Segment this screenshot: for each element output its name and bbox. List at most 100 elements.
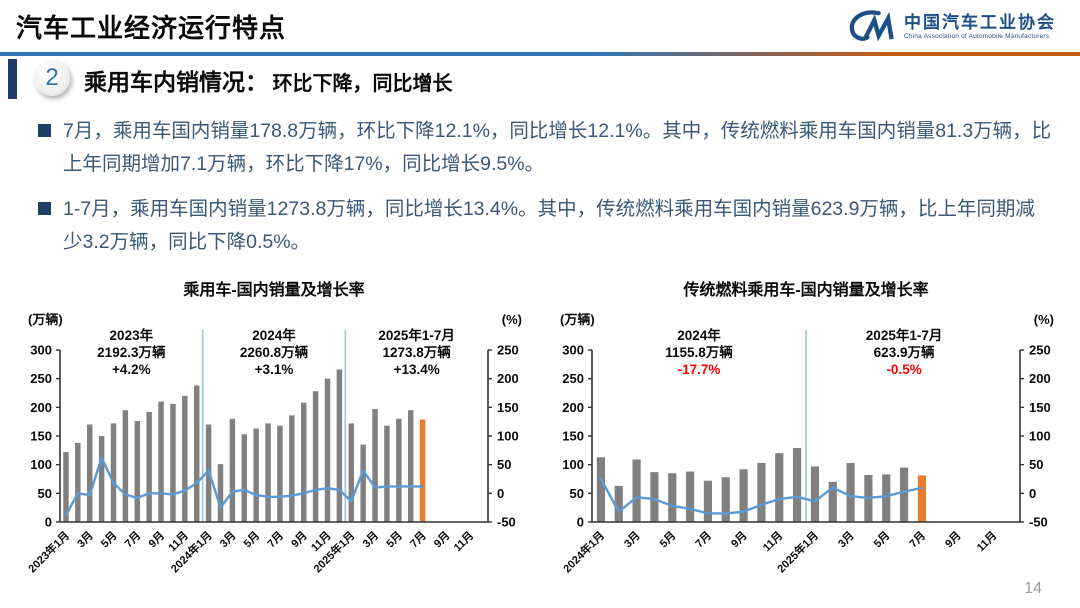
chart-traditional-fuel-cars: 传统燃料乘用车-国内销量及增长率 0 50 100 150 200 250 300 -50 0 5… [546, 272, 1066, 600]
svg-text:11月: 11月 [760, 528, 785, 553]
page-number: 14 [1024, 580, 1042, 597]
svg-text:2260.8万辆: 2260.8万辆 [240, 344, 309, 360]
svg-text:200: 200 [497, 371, 519, 386]
svg-text:5月: 5月 [871, 528, 892, 549]
svg-text:1273.8万辆: 1273.8万辆 [383, 344, 452, 360]
svg-text:0: 0 [497, 485, 504, 500]
svg-text:7月: 7月 [122, 528, 143, 549]
svg-text:250: 250 [497, 342, 519, 357]
svg-text:2024年1月: 2024年1月 [560, 528, 607, 575]
svg-text:1155.8万辆: 1155.8万辆 [665, 344, 733, 360]
svg-text:150: 150 [30, 428, 52, 443]
svg-text:150: 150 [1029, 399, 1051, 414]
section-heading: 乘用车内销情况： 环比下降，同比增长 [84, 63, 452, 97]
svg-text:7月: 7月 [407, 528, 428, 549]
svg-text:2025年1-7月: 2025年1-7月 [378, 327, 455, 343]
svg-text:200: 200 [30, 399, 52, 414]
svg-text:50: 50 [38, 485, 52, 500]
caam-logo-en: China Association of Automobile Manufact… [904, 32, 1050, 40]
chart-title: 乘用车-国内销量及增长率 [183, 281, 365, 299]
bullet-item: 1-7月，乘用车国内销量1273.8万辆，同比增长13.4%。其中，传统燃料乘用… [38, 193, 1054, 259]
passenger-car-sales-chart-svg: 0 50 100 150 200 250 300 -50 0 50 100 150 200 250 (万辆)… [25, 312, 522, 575]
svg-text:(万辆): (万辆) [560, 312, 595, 327]
svg-text:623.9万辆: 623.9万辆 [874, 344, 935, 360]
charts-row: 乘用车-国内销量及增长率 0 50 100 150 200 250 300 -50 0 50 100… [0, 272, 1080, 600]
svg-text:5月: 5月 [98, 528, 119, 549]
svg-text:250: 250 [1029, 342, 1051, 357]
svg-text:5月: 5月 [384, 528, 405, 549]
svg-text:3月: 3月 [217, 528, 238, 549]
chart-title: 传统燃料乘用车-国内销量及增长率 [683, 281, 929, 299]
svg-text:100: 100 [30, 457, 52, 472]
svg-text:2025年1-7月: 2025年1-7月 [866, 327, 943, 343]
svg-text:50: 50 [570, 485, 584, 500]
svg-text:5月: 5月 [657, 528, 678, 549]
bullet-text: 1-7月，乘用车国内销量1273.8万辆，同比增长13.4%。其中，传统燃料乘用… [63, 198, 1035, 254]
svg-text:3月: 3月 [360, 528, 381, 549]
svg-text:3月: 3月 [835, 528, 856, 549]
section-accent-bar [8, 59, 17, 99]
svg-text:9月: 9月 [728, 528, 749, 549]
svg-text:100: 100 [562, 457, 584, 472]
svg-text:(%): (%) [502, 312, 522, 327]
svg-text:300: 300 [30, 342, 52, 357]
svg-text:+13.4%: +13.4% [394, 362, 440, 377]
section-heading-row: 2 乘用车内销情况： 环比下降，同比增长 [0, 59, 1080, 105]
svg-text:-50: -50 [497, 514, 516, 529]
caam-logo: 中国汽车工业协会 China Association of Automobile… [844, 8, 1056, 46]
svg-text:2023年: 2023年 [110, 327, 154, 343]
bullet-square-icon [38, 202, 51, 216]
svg-text:100: 100 [1029, 428, 1051, 443]
svg-text:5月: 5月 [241, 528, 262, 549]
bullet-text: 7月，乘用车国内销量178.8万辆，环比下降12.1%，同比增长12.1%。其中… [63, 120, 1052, 176]
svg-text:2192.3万辆: 2192.3万辆 [97, 344, 166, 360]
traditional-fuel-sales-chart-svg: 0 50 100 150 200 250 300 -50 0 50 100 150 200 250 (万辆)… [560, 312, 1054, 575]
svg-text:+3.1%: +3.1% [255, 362, 294, 377]
svg-text:50: 50 [1029, 457, 1043, 472]
section-number-badge: 2 [34, 60, 70, 96]
caam-logo-cn: 中国汽车工业协会 [904, 13, 1056, 33]
svg-text:2024年: 2024年 [677, 327, 721, 343]
svg-text:11月: 11月 [451, 528, 476, 553]
svg-text:0: 0 [577, 514, 584, 529]
svg-text:-17.7%: -17.7% [678, 362, 721, 377]
bullet-item: 7月，乘用车国内销量178.8万辆，环比下降12.1%，同比增长12.1%。其中… [38, 115, 1054, 181]
svg-text:7月: 7月 [907, 528, 928, 549]
svg-text:3月: 3月 [75, 528, 96, 549]
svg-text:3月: 3月 [621, 528, 642, 549]
svg-text:2024年: 2024年 [252, 327, 296, 343]
svg-text:7月: 7月 [693, 528, 714, 549]
svg-text:9月: 9月 [431, 528, 452, 549]
chart-passenger-cars: 乘用车-国内销量及增长率 0 50 100 150 200 250 300 -50 0 50 100… [14, 272, 534, 600]
svg-text:150: 150 [497, 399, 519, 414]
svg-text:0: 0 [1029, 485, 1036, 500]
svg-text:0: 0 [45, 514, 52, 529]
caam-logo-icon [849, 10, 894, 42]
section-heading-sub: 环比下降，同比增长 [272, 73, 453, 95]
svg-text:(万辆): (万辆) [28, 312, 63, 327]
svg-text:-50: -50 [1029, 514, 1048, 529]
svg-text:200: 200 [1029, 371, 1051, 386]
svg-text:100: 100 [497, 428, 519, 443]
svg-text:200: 200 [562, 399, 584, 414]
bullet-square-icon [38, 124, 51, 137]
slide-header: 汽车工业经济运行特点 中国汽车工业协会 China Association of… [0, 0, 1080, 56]
page-title: 汽车工业经济运行特点 [16, 13, 287, 43]
svg-text:7月: 7月 [265, 528, 286, 549]
svg-text:11月: 11月 [974, 528, 999, 553]
svg-text:2023年1月: 2023年1月 [25, 528, 72, 575]
svg-text:(%): (%) [1034, 312, 1054, 327]
svg-text:250: 250 [562, 371, 584, 386]
svg-text:300: 300 [562, 342, 584, 357]
bullet-list: 7月，乘用车国内销量178.8万辆，环比下降12.1%，同比增长12.1%。其中… [38, 115, 1054, 260]
svg-text:150: 150 [562, 428, 584, 443]
svg-text:+4.2%: +4.2% [112, 362, 151, 377]
svg-text:9月: 9月 [146, 528, 167, 549]
svg-text:9月: 9月 [289, 528, 310, 549]
svg-text:250: 250 [30, 371, 52, 386]
svg-text:9月: 9月 [942, 528, 963, 549]
header-divider [0, 52, 1080, 56]
svg-text:50: 50 [497, 457, 511, 472]
svg-text:-0.5%: -0.5% [886, 362, 921, 377]
